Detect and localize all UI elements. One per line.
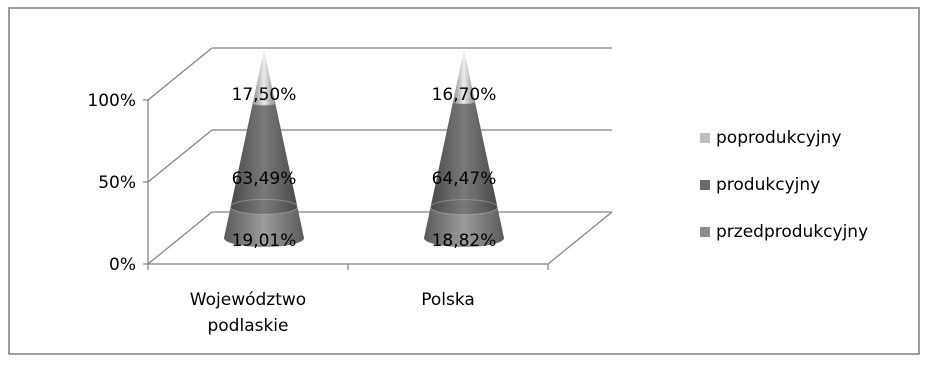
gridline-side — [147, 211, 213, 265]
floor-right-edge — [547, 211, 613, 265]
x-category-label: Województwo podlaskie — [190, 290, 306, 336]
cone-segment-produkcyjny — [230, 102, 298, 215]
y-tick-label: 100% — [87, 91, 136, 111]
cone-segment-poprodukcyjny — [453, 50, 475, 104]
cone-segment-boundary — [252, 99, 276, 106]
cone-segment-boundary — [430, 199, 498, 216]
data-label: 17,50% — [232, 85, 297, 105]
cone-segment-boundary — [452, 98, 476, 105]
data-label: 16,70% — [432, 85, 497, 105]
data-label: 64,47% — [432, 169, 497, 189]
cone-segment-boundary — [230, 198, 298, 215]
data-label: 63,49% — [232, 169, 297, 189]
legend-swatch — [700, 180, 710, 190]
legend-swatch — [700, 133, 710, 143]
gridline-side — [147, 129, 213, 183]
data-label: 18,82% — [432, 231, 497, 251]
y-tick-label: 50% — [98, 173, 136, 193]
x-category-label: Polska — [421, 290, 475, 310]
legend-label: poprodukcyjny — [716, 128, 841, 148]
cone-segment-poprodukcyjny — [252, 50, 276, 106]
cone-segment-przedprodukcyjny — [424, 207, 504, 247]
cone-segment-produkcyjny — [430, 101, 498, 215]
legend-swatch — [700, 227, 710, 237]
legend-label: produkcyjny — [716, 175, 820, 195]
legend-label: przedprodukcyjny — [716, 222, 868, 242]
data-label: 19,01% — [232, 231, 297, 251]
cone-segment-przedprodukcyjny — [224, 206, 304, 247]
y-tick-label: 0% — [109, 255, 136, 275]
gridline-side — [147, 47, 213, 101]
